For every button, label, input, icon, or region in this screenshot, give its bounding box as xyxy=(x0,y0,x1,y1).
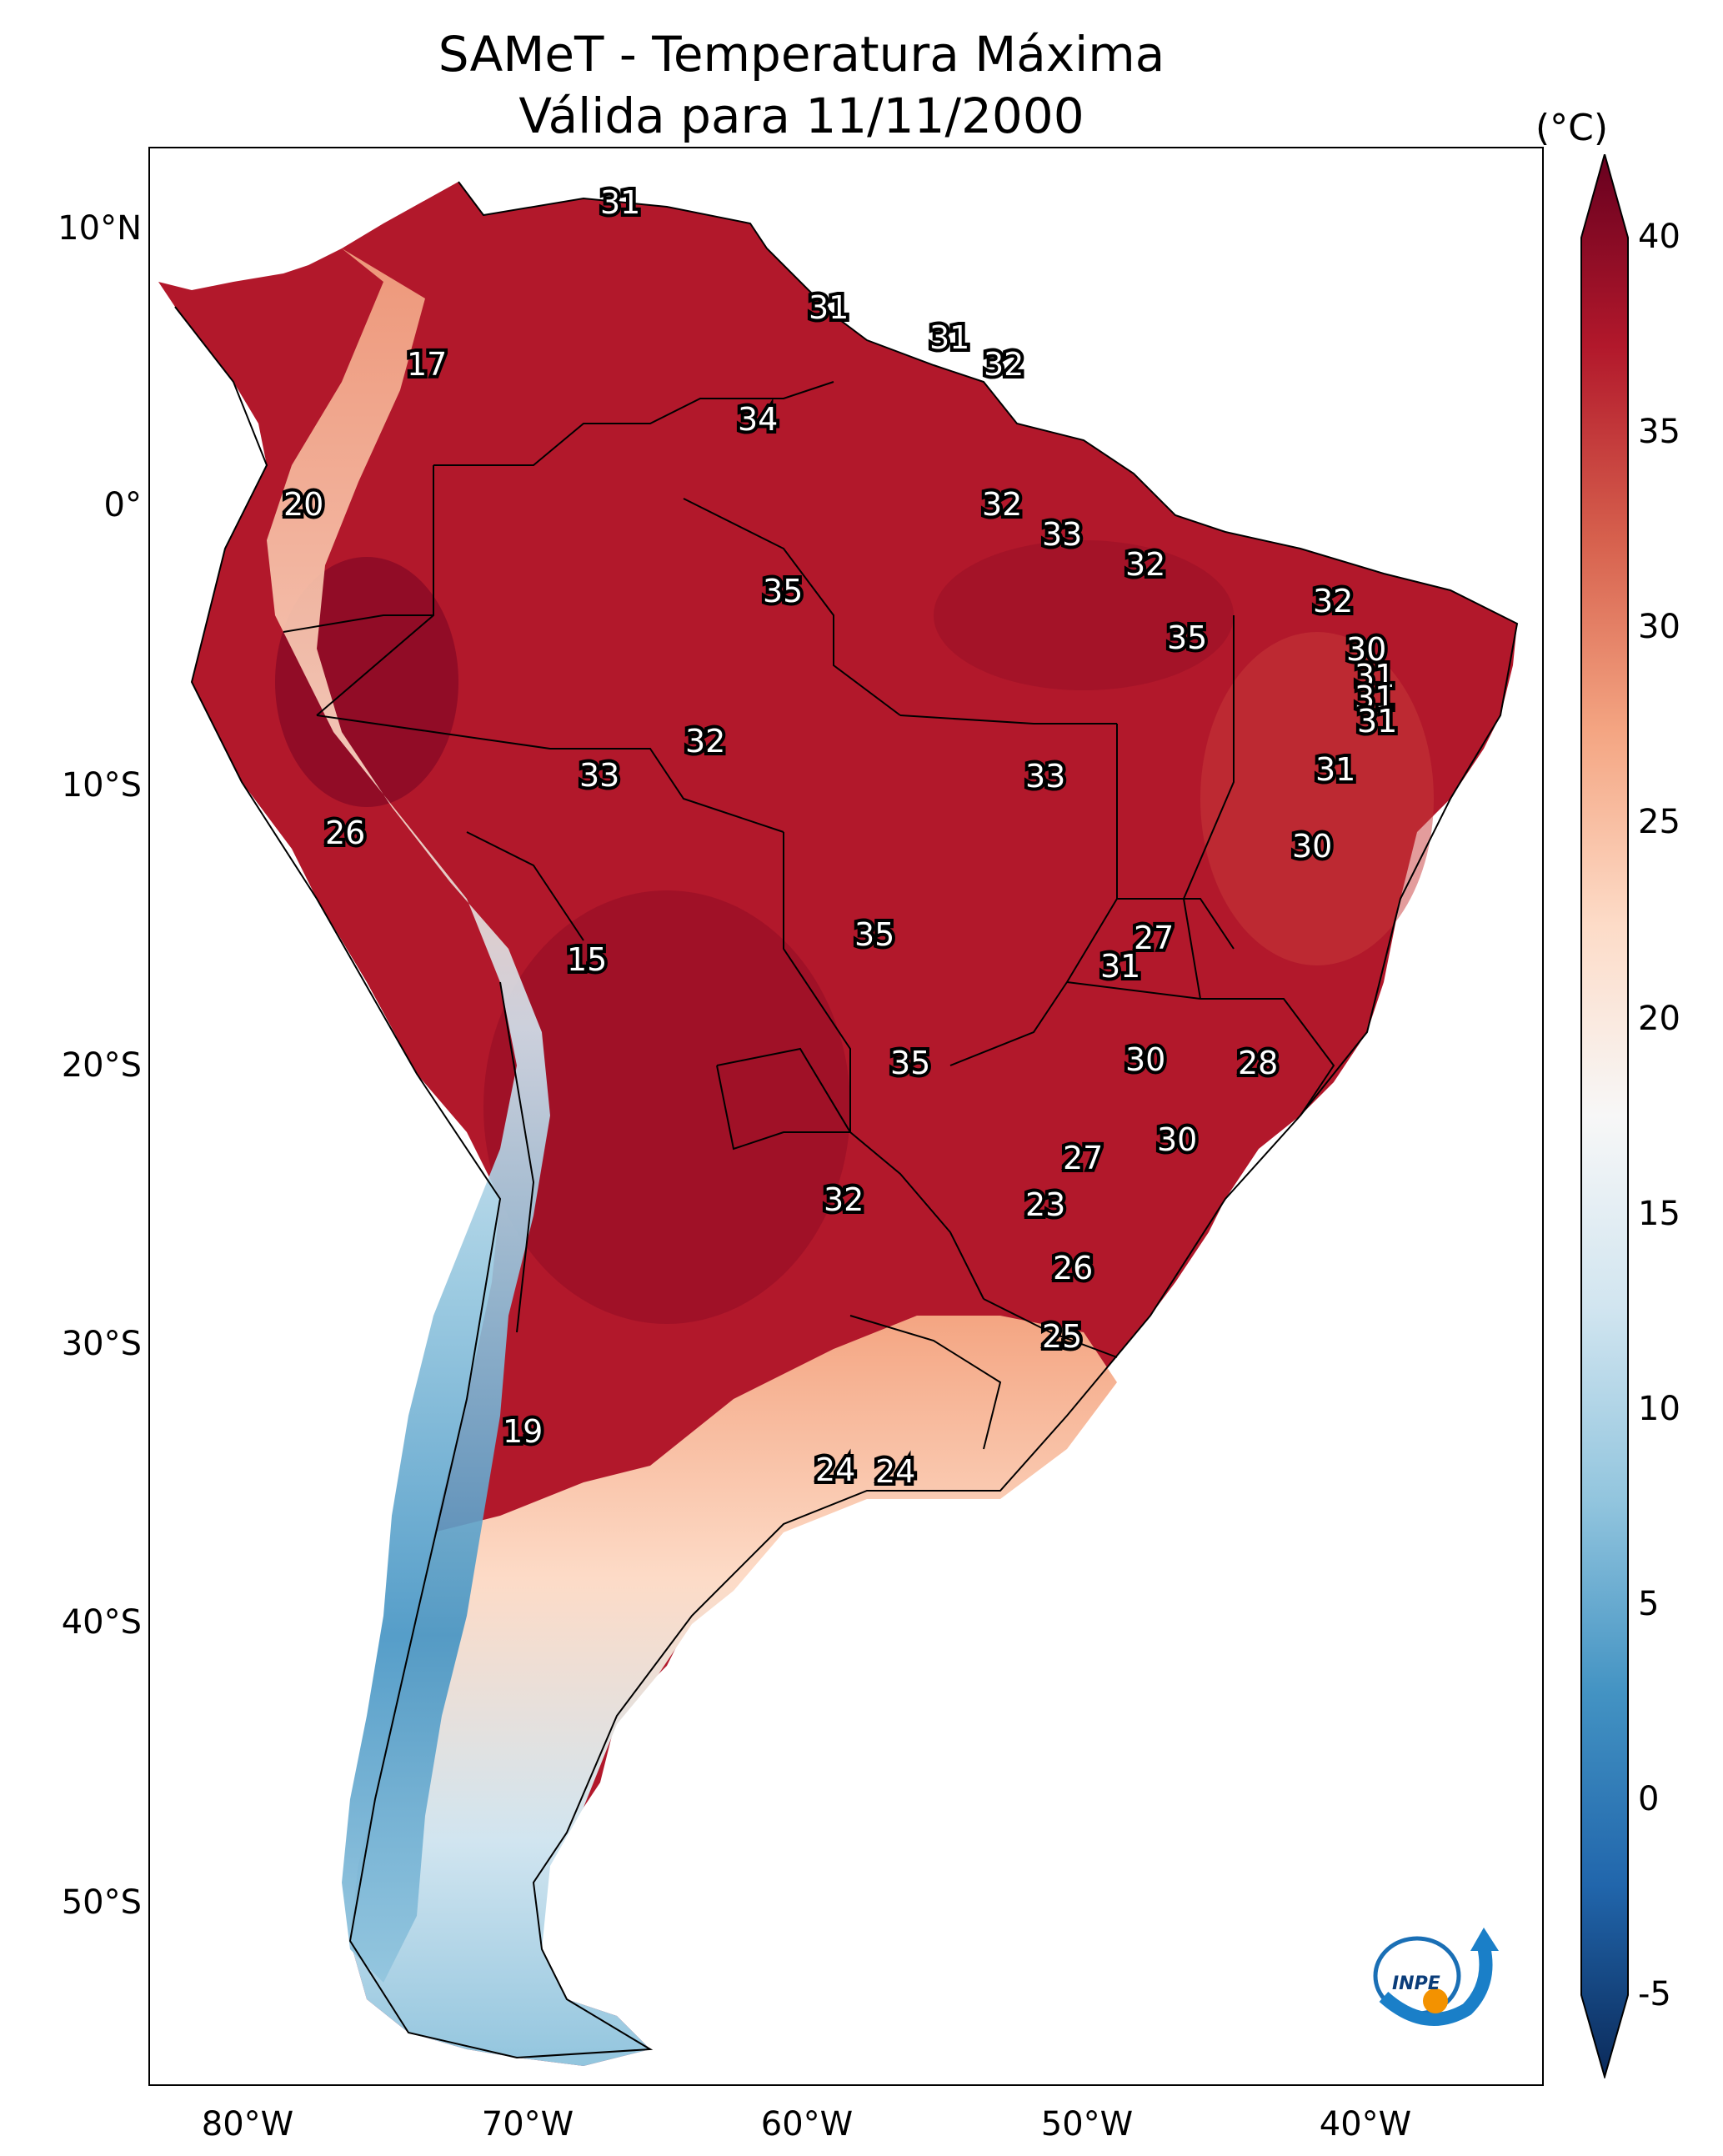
station-value-label: 31 xyxy=(600,184,640,221)
andes-cold-strip xyxy=(267,248,550,1983)
lat-label-10n: 10°N xyxy=(58,209,142,248)
lon-label-40w: 40°W xyxy=(1319,2105,1412,2143)
colorbar-tick-15: 15 xyxy=(1638,1195,1680,1233)
hot-region-para xyxy=(934,540,1234,690)
station-value-label: 31 xyxy=(1355,679,1395,716)
colorbar-tick-5: 5 xyxy=(1638,1585,1660,1623)
colorbar-unit: (°C) xyxy=(1535,107,1609,149)
colorbar-tick-40: 40 xyxy=(1638,218,1680,256)
station-value-label: 35 xyxy=(763,573,803,609)
lon-label-70w: 70°W xyxy=(481,2105,574,2143)
station-value-label: 26 xyxy=(1053,1250,1093,1286)
station-value-label: 31 xyxy=(1357,703,1397,740)
station-value-label: 15 xyxy=(567,941,607,978)
lat-label-30s: 30°S xyxy=(61,1325,142,1363)
station-value-label: 19 xyxy=(503,1413,543,1450)
colorbar xyxy=(1580,154,1629,2078)
station-value-label: 31 xyxy=(1100,948,1140,985)
map-title: SAMeT - Temperatura Máxima Válida para 1… xyxy=(0,23,1723,147)
lat-label-10s: 10°S xyxy=(61,766,142,805)
colorbar-tick-0: 0 xyxy=(1638,1780,1660,1818)
station-value-label: 27 xyxy=(1063,1140,1103,1176)
lat-label-0: 0° xyxy=(103,486,142,524)
station-value-label: 20 xyxy=(283,486,323,523)
station-value-label: 25 xyxy=(1042,1318,1082,1355)
cool-region-south xyxy=(350,1316,1117,2066)
colorbar-ramp xyxy=(1580,154,1629,2078)
station-value-label: 32 xyxy=(685,723,725,760)
station-value-label: 31 xyxy=(1355,658,1395,694)
station-value-label: 31 xyxy=(929,319,969,356)
colorbar-tick-25: 25 xyxy=(1638,803,1680,841)
station-value-label: 30 xyxy=(1346,631,1386,668)
lon-label-60w: 60°W xyxy=(760,2105,854,2143)
colorbar-tick-35: 35 xyxy=(1638,413,1680,451)
lon-label-50w: 50°W xyxy=(1040,2105,1134,2143)
logo-text: INPE xyxy=(1392,1973,1440,1994)
station-value-label: 31 xyxy=(1315,751,1355,788)
station-value-label: 32 xyxy=(1125,546,1165,583)
hot-region-peru xyxy=(275,557,458,807)
colorbar-tick-minus5: -5 xyxy=(1638,1975,1671,2013)
colorbar-tick-20: 20 xyxy=(1638,1000,1680,1038)
station-value-label: 23 xyxy=(1025,1186,1065,1223)
lon-label-80w: 80°W xyxy=(201,2105,294,2143)
colorbar-tick-30: 30 xyxy=(1638,608,1680,646)
station-value-label: 27 xyxy=(1134,920,1174,956)
station-value-label: 35 xyxy=(1167,619,1207,656)
station-value-label: 33 xyxy=(1042,516,1082,553)
station-value-label: 32 xyxy=(982,486,1022,523)
station-value-label: 34 xyxy=(738,401,778,438)
station-value-label: 33 xyxy=(579,757,619,794)
station-value-label: 30 xyxy=(1292,828,1332,865)
inpe-logo: INPE xyxy=(1373,1928,1499,2026)
station-value-label: 26 xyxy=(325,815,365,851)
station-value-label: 35 xyxy=(854,916,894,953)
station-value-label: 30 xyxy=(1125,1041,1165,1078)
lat-label-40s: 40°S xyxy=(61,1603,142,1642)
lat-label-50s: 50°S xyxy=(61,1883,142,1922)
title-line-2: Válida para 11/11/2000 xyxy=(518,88,1084,144)
station-value-label: 17 xyxy=(407,346,447,383)
hot-region-chaco xyxy=(483,890,850,1324)
station-value-label: 33 xyxy=(1025,758,1065,795)
map-panel: 31 31 31 32 17 34 20 32 33 35 32 32 35 30 31 31 31 33 32 31… xyxy=(148,147,1544,2086)
station-value-label: 28 xyxy=(1238,1045,1278,1081)
station-value-label: 30 xyxy=(1157,1121,1197,1158)
station-value-label: 35 xyxy=(890,1045,930,1081)
station-value-label: 32 xyxy=(984,346,1024,383)
mild-region-northeast xyxy=(1200,632,1434,965)
country-borders xyxy=(174,181,1519,2059)
title-line-1: SAMeT - Temperatura Máxima xyxy=(438,26,1165,83)
station-value-label: 32 xyxy=(824,1181,864,1218)
colorbar-tick-10: 10 xyxy=(1638,1390,1680,1428)
lat-label-20s: 20°S xyxy=(61,1046,142,1085)
station-value-label: 31 xyxy=(809,289,849,326)
station-value-label: 24 xyxy=(815,1452,855,1488)
station-value-label: 24 xyxy=(875,1453,915,1490)
station-value-label: 32 xyxy=(1313,583,1353,619)
